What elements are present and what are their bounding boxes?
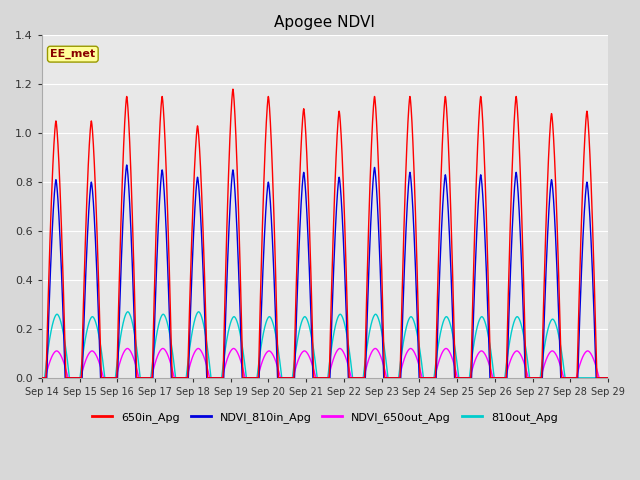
Title: Apogee NDVI: Apogee NDVI [275, 15, 375, 30]
Text: EE_met: EE_met [51, 49, 95, 60]
Legend: 650in_Apg, NDVI_810in_Apg, NDVI_650out_Apg, 810out_Apg: 650in_Apg, NDVI_810in_Apg, NDVI_650out_A… [88, 407, 563, 427]
